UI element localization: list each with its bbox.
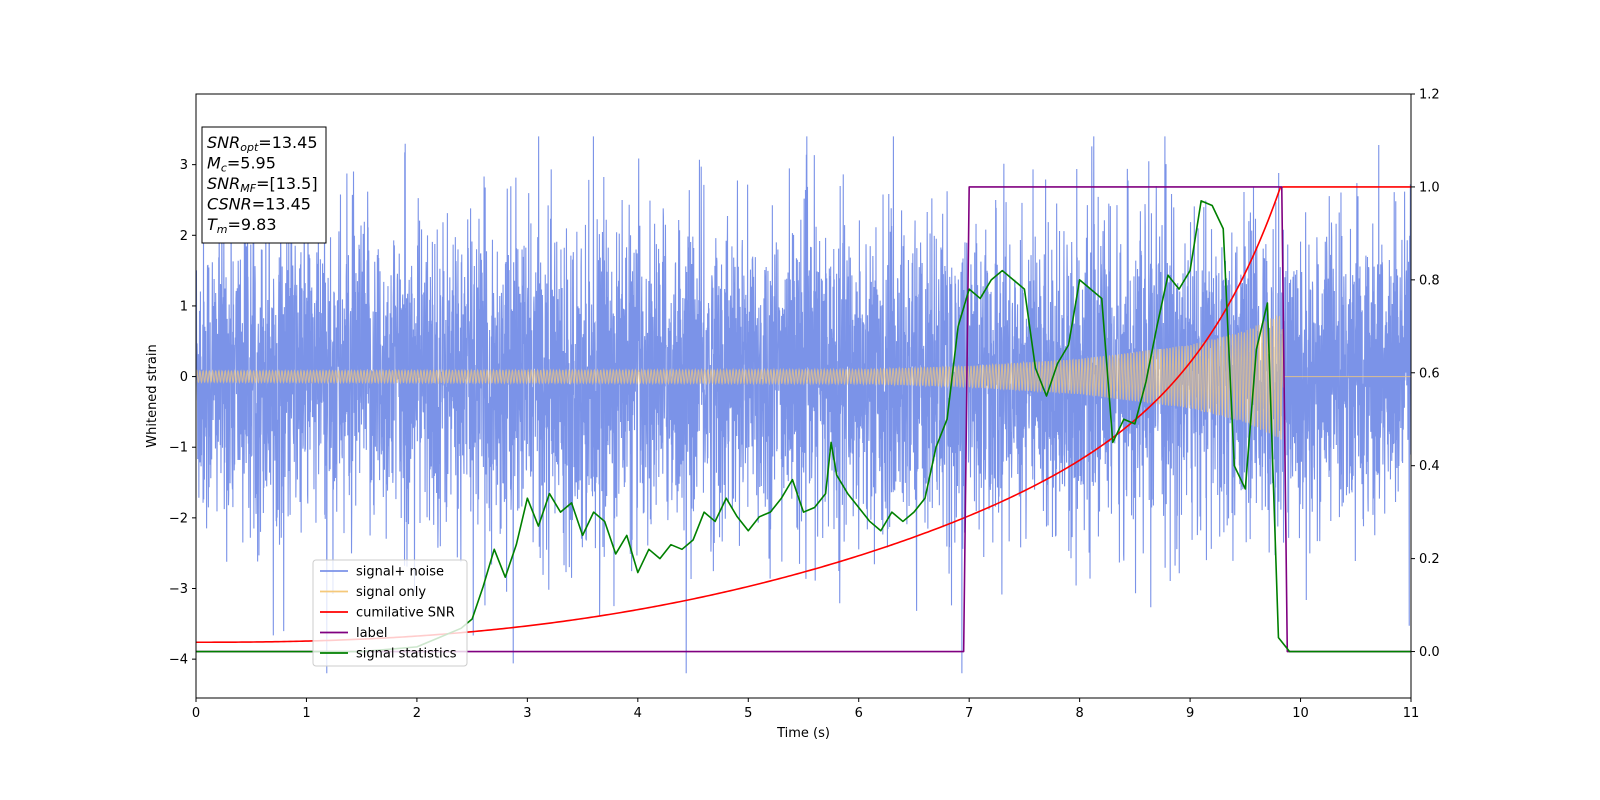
y-tick-label: −2	[169, 511, 188, 526]
right-y-tick-label: 0.4	[1419, 459, 1440, 474]
info-symbol: CSNR	[207, 195, 252, 214]
legend-frame	[312, 559, 468, 667]
info-symbol: T	[207, 215, 218, 234]
info-box: SNRopt=13.45Mc=5.95SNRMF=[13.5]CSNR=13.4…	[201, 126, 327, 244]
right-y-tick-label: 1.2	[1419, 88, 1440, 103]
legend-label: signal only	[356, 585, 426, 600]
y-tick-label: 0	[180, 370, 188, 385]
y-axis-label: Whitened strain	[145, 344, 160, 447]
info-subscript: MF	[240, 182, 256, 195]
x-tick-label: 11	[1403, 706, 1420, 721]
x-tick-label: 4	[634, 706, 642, 721]
x-tick-label: 0	[192, 706, 200, 721]
y-tick-label: 1	[180, 299, 188, 314]
info-subscript: c	[221, 162, 227, 175]
info-symbol: SNR	[207, 174, 240, 193]
info-value: =13.45	[258, 133, 317, 152]
axes-layer: 0 1 2 3 4 5 6 7 8 9 10 11 −4 −3 −2 −1 0 1 2 3 0.0 0.2 0.4 0.6 0.…	[169, 88, 1440, 722]
y-tick-label: 2	[180, 229, 188, 244]
series-signal-statistics-line	[196, 200, 1411, 653]
legend: signal+ noise signal only cumilative SNR la…	[312, 559, 468, 667]
info-value: =13.45	[252, 195, 311, 214]
x-tick-label: 6	[855, 706, 863, 721]
info-value: =5.95	[227, 154, 276, 173]
right-y-tick-label: 0.0	[1419, 645, 1440, 660]
x-tick-label: 2	[413, 706, 421, 721]
info-line: SNRMF=[13.5]	[207, 174, 318, 195]
info-line: SNRopt=13.45	[207, 133, 318, 154]
right-y-tick-label: 0.2	[1419, 552, 1440, 567]
legend-label: cumilative SNR	[356, 606, 455, 621]
info-symbol: M	[207, 154, 221, 173]
info-symbol: SNR	[207, 133, 240, 152]
legend-label: signal statistics	[356, 647, 457, 662]
info-value: =[13.5]	[256, 174, 318, 193]
x-tick-label: 5	[744, 706, 752, 721]
info-line: Tm=9.83	[207, 215, 277, 236]
y-tick-label: −4	[169, 653, 188, 668]
info-value: =9.83	[228, 215, 277, 234]
x-tick-label: 1	[302, 706, 310, 721]
info-box-frame	[201, 126, 327, 244]
legend-label: signal+ noise	[356, 565, 444, 580]
series-signal-only-line	[196, 315, 1411, 440]
x-tick-label: 9	[1186, 706, 1194, 721]
y-tick-label: −3	[169, 582, 188, 597]
y-tick-label: 3	[180, 158, 188, 173]
info-line: Mc=5.95	[207, 154, 276, 175]
x-tick-label: 3	[523, 706, 531, 721]
right-y-tick-label: 0.8	[1419, 273, 1440, 288]
info-subscript: opt	[240, 141, 259, 154]
x-tick-label: 10	[1292, 706, 1309, 721]
x-tick-label: 7	[965, 706, 973, 721]
right-y-tick-label: 1.0	[1419, 180, 1440, 195]
x-axis-label: Time (s)	[776, 726, 830, 741]
x-tick-label: 8	[1075, 706, 1083, 721]
y-tick-label: −1	[169, 441, 188, 456]
plot-frame	[195, 93, 1412, 699]
info-subscript: m	[217, 223, 228, 236]
right-y-tick-label: 0.6	[1419, 366, 1440, 381]
legend-label: label	[356, 626, 387, 641]
info-line: CSNR=13.45	[207, 195, 311, 214]
